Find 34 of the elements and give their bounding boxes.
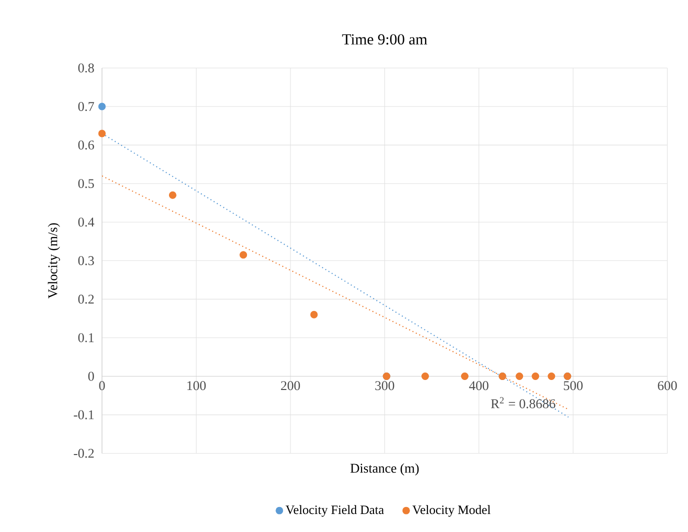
point <box>548 372 556 380</box>
y-tick-label: 0 <box>88 372 94 381</box>
x-tick-label: 0 <box>99 381 105 390</box>
point <box>168 191 176 199</box>
point <box>421 372 429 380</box>
x-axis-title: Distance (m) <box>350 463 419 476</box>
y-tick-label: 0.4 <box>78 218 94 227</box>
y-axis-title: Velocity (m/s) <box>48 223 60 298</box>
y-tick-label: 0.1 <box>78 333 94 342</box>
x-tick-label: 500 <box>564 381 583 390</box>
y-tick-label: 0.5 <box>78 179 94 188</box>
point <box>516 372 524 380</box>
point <box>98 102 106 110</box>
x-tick-label: 100 <box>187 381 206 390</box>
y-tick-label: 0.7 <box>78 102 94 112</box>
y-tick-label: 0.3 <box>78 256 94 266</box>
legend-label: Velocity Field Data <box>286 505 384 517</box>
chart-title: Time 9:00 am <box>342 34 428 45</box>
y-tick-label: -0.2 <box>74 448 94 458</box>
y-tick-label: 0.8 <box>78 63 94 73</box>
legend-label: Velocity Model <box>412 505 490 517</box>
point <box>240 251 248 259</box>
x-tick-label: 600 <box>658 381 677 390</box>
y-tick-label: -0.1 <box>74 410 94 420</box>
x-tick-label: 400 <box>469 381 488 390</box>
annotation: R$^{2}$ = 0.8686 <box>490 397 556 408</box>
y-tick-label: 0.2 <box>78 294 94 304</box>
point <box>461 372 468 380</box>
y-tick-label: 0.6 <box>78 140 94 150</box>
x-tick-label: 300 <box>375 381 394 390</box>
x-tick-label: 200 <box>281 381 300 390</box>
point <box>532 372 540 380</box>
point <box>98 130 106 138</box>
point <box>310 310 318 318</box>
